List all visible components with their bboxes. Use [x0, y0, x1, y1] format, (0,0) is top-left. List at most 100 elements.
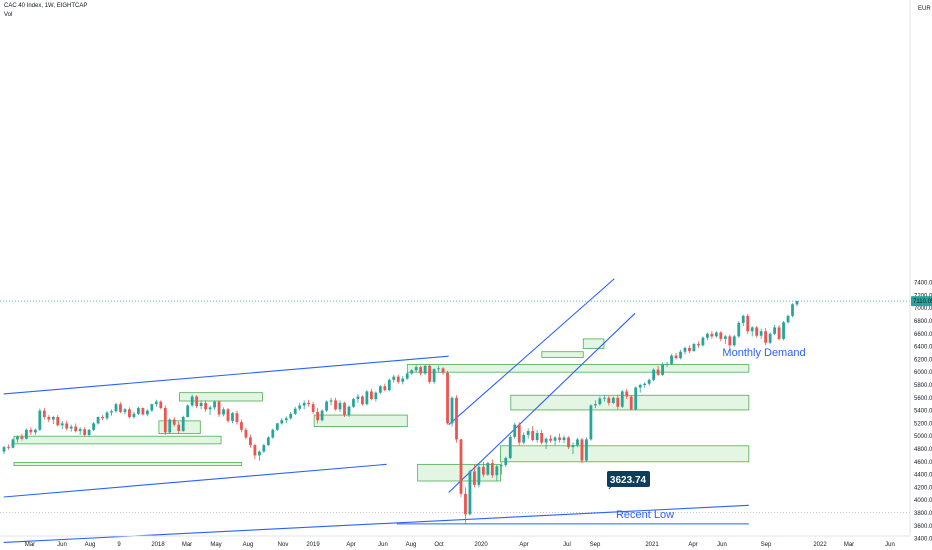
time-tick-label: Jun	[717, 542, 727, 548]
candle-body	[665, 363, 669, 365]
candle-body	[593, 404, 597, 406]
recent-low-label: Recent Low	[616, 509, 674, 521]
candle-body	[508, 436, 512, 458]
time-tick-label: Sep	[761, 542, 772, 548]
monthly-demand-label: Monthly Demand	[722, 347, 805, 359]
price-tick-label: 4200.00	[914, 485, 932, 491]
time-tick-label: Mar	[844, 542, 854, 548]
demand-zone	[179, 392, 263, 402]
candle-body	[437, 368, 440, 370]
candle-body	[262, 445, 266, 452]
candle-body	[145, 410, 149, 415]
candle-body	[20, 436, 24, 439]
candle-body	[714, 332, 718, 337]
candle-body	[361, 396, 364, 405]
candle-body	[562, 437, 566, 441]
candle-body	[60, 423, 64, 426]
time-tick-label: Apr	[519, 542, 528, 548]
candle-body	[271, 429, 275, 438]
candle-body	[773, 327, 776, 334]
candle-body	[168, 419, 172, 433]
candle-body	[266, 437, 270, 446]
candle-body	[298, 405, 302, 409]
candle-body	[513, 424, 517, 437]
candle-body	[141, 408, 145, 415]
candle-body	[69, 426, 73, 429]
time-tick-label: Aug	[85, 542, 96, 548]
candle-body	[244, 429, 248, 438]
time-tick-label: Aug	[243, 542, 254, 548]
candle-body	[432, 369, 436, 382]
candle-body	[16, 436, 19, 440]
candle-body	[365, 391, 369, 405]
candle-body	[625, 391, 629, 397]
price-tick-label: 7000.00	[914, 306, 932, 312]
candle-body	[759, 331, 763, 336]
candle-body	[782, 322, 785, 339]
price-tick-label: 5800.00	[914, 383, 932, 389]
candle-body	[329, 400, 333, 402]
currency-label: EUR	[918, 6, 931, 12]
candle-body	[356, 396, 360, 400]
candle-body	[768, 333, 772, 343]
candle-body	[746, 315, 750, 332]
candle-body	[51, 417, 55, 420]
price-tick-label: 6400.00	[914, 345, 932, 351]
candle-body	[231, 413, 234, 421]
candle-body	[213, 401, 216, 408]
candle-body	[764, 331, 768, 343]
time-tick-label: Nov	[278, 542, 289, 548]
candle-body	[526, 431, 530, 435]
candle-body	[795, 301, 799, 305]
candle-body	[598, 398, 602, 405]
candle-body	[643, 383, 647, 385]
candle-body	[190, 396, 194, 406]
candle-body	[249, 437, 252, 446]
time-tick-label: 2018	[151, 542, 165, 548]
price-tick-label: 4800.00	[914, 447, 932, 453]
candle-body	[392, 376, 396, 380]
candle-body	[414, 367, 418, 371]
trendlines	[3, 278, 749, 543]
candle-body	[284, 418, 288, 421]
candle-body	[755, 327, 759, 336]
trendline	[3, 355, 449, 395]
candle-body	[33, 429, 37, 433]
demand-zone	[13, 462, 243, 467]
demand-zone	[500, 445, 750, 463]
candle-body	[253, 445, 257, 456]
candle-body	[473, 471, 476, 485]
candle-body	[692, 344, 696, 352]
recent-low-badge	[607, 471, 650, 487]
time-tick-label: 2021	[645, 542, 659, 548]
candle-body	[719, 332, 723, 339]
candle-body	[311, 404, 315, 412]
price-tick-label: 6200.00	[914, 357, 932, 363]
candle-body	[683, 347, 687, 352]
time-tick-label: Jun	[885, 542, 895, 548]
price-tick-label: 6600.00	[914, 332, 932, 338]
candle-body	[302, 402, 306, 406]
candle-body	[186, 405, 190, 417]
candle-body	[177, 424, 181, 432]
candle-body	[334, 400, 337, 410]
candle-body	[459, 439, 463, 494]
candle-body	[737, 322, 741, 337]
candle-body	[670, 355, 673, 364]
candle-body	[87, 429, 91, 435]
trendline	[3, 463, 387, 498]
time-tick-label: Jul	[563, 542, 571, 548]
candle-body	[441, 368, 445, 373]
time-tick-label: 2022	[813, 542, 827, 548]
candle-body	[616, 397, 620, 407]
candle-body	[150, 404, 154, 411]
candle-body	[352, 399, 355, 407]
candle-body	[74, 426, 78, 432]
candle-body	[374, 392, 378, 400]
time-tick-label: Apr	[346, 542, 355, 548]
candle-body	[450, 397, 454, 424]
candle-body	[656, 369, 660, 375]
candle-body	[378, 386, 382, 393]
price-tick-label: 3400.00	[914, 537, 932, 543]
